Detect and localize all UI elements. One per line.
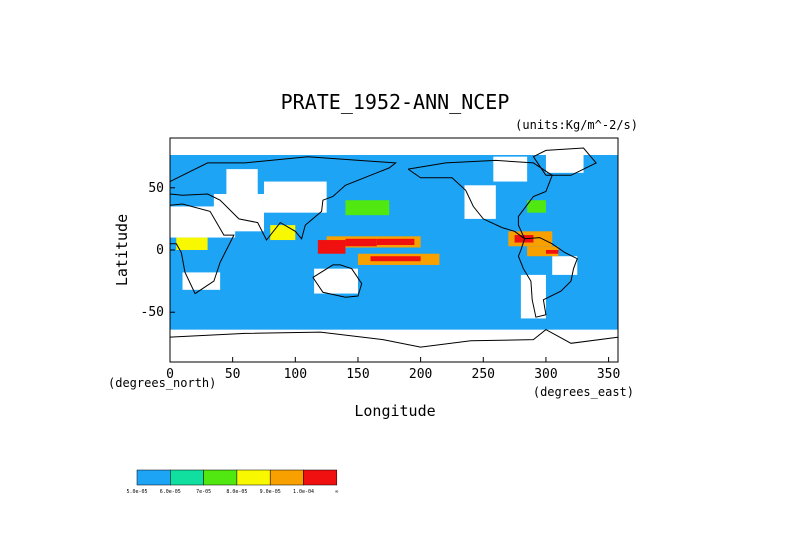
colorbar-swatch: [236, 469, 271, 486]
dry-cell: [263, 181, 327, 213]
x-tick-label: 350: [597, 367, 620, 382]
chart-title: PRATE_1952-ANN_NCEP: [281, 90, 510, 114]
map-area: [169, 137, 619, 363]
x-tick-label: 300: [534, 367, 557, 382]
coast-eurasia: [169, 156, 397, 241]
coast-africa: [169, 203, 235, 295]
rain-cell: [317, 240, 346, 254]
y-axis: -50 0 50: [141, 181, 175, 320]
rain-cell: [370, 256, 421, 262]
x-tick-label: 200: [409, 367, 432, 382]
y-tick-label: 50: [148, 181, 164, 196]
y-tick-label: 0: [156, 243, 164, 258]
colorbar-label: 6.0e-05: [160, 489, 181, 495]
x-unit-label: (degrees_east): [533, 385, 634, 399]
dry-cell: [545, 150, 584, 173]
coast-antarctica: [169, 329, 619, 348]
colorbar-swatch: [269, 469, 304, 486]
colorbar-swatch: [170, 469, 204, 486]
coastlines: [169, 147, 619, 348]
coast-south-america: [517, 237, 578, 318]
y-tick-label: -50: [141, 305, 164, 320]
x-tick-label: 50: [225, 367, 241, 382]
x-axis-label: Longitude: [354, 402, 435, 420]
colorbar-swatch: [303, 469, 338, 486]
dry-areas: [170, 150, 619, 362]
units-label: (units:Kg/m^-2/s): [515, 118, 638, 132]
coast-greenland: [532, 147, 597, 176]
rain-cell: [345, 200, 390, 216]
rain-cell: [270, 225, 296, 241]
y-unit-label: (degrees_north): [108, 376, 216, 390]
x-axis: 0 50 100 150 200 250 300 350: [166, 357, 620, 382]
colorbar: 5.0e-05 6.0e-05 7e-05 8.0e-05 9.0e-05 1.0e-04…: [126, 469, 338, 495]
colorbar-label: 8.0e-05: [226, 489, 247, 495]
rain-cell: [345, 238, 377, 247]
coast-australia: [312, 264, 363, 298]
colorbar-swatch: [136, 469, 171, 486]
rain-cell: [545, 250, 559, 254]
dry-cell: [520, 274, 546, 319]
colorbar-label: 1.0e-04: [293, 489, 314, 495]
dry-cell: [464, 185, 496, 219]
colorbar-label: ∞: [335, 489, 338, 495]
x-tick-label: 150: [346, 367, 369, 382]
colorbar-label: 5.0e-05: [126, 489, 147, 495]
dry-cell: [213, 194, 264, 232]
rain-cell: [376, 238, 415, 246]
x-tick-label: 0: [166, 367, 174, 382]
dry-cell: [226, 169, 258, 194]
dry-cell: [552, 256, 578, 275]
rain-cell: [527, 246, 559, 257]
dry-cell: [182, 272, 221, 290]
rain-cell: [527, 200, 546, 213]
x-tick-label: 250: [472, 367, 495, 382]
rain-cell: [176, 237, 208, 250]
colorbar-label: 9.0e-05: [260, 489, 281, 495]
y-axis-label: Latitude: [113, 214, 131, 286]
coast-north-america: [407, 159, 553, 240]
x-tick-label: 100: [284, 367, 307, 382]
colorbar-label: 7e-05: [196, 489, 211, 495]
colorbar-swatch: [203, 469, 238, 486]
precipitation-regions: [176, 200, 559, 265]
dry-cell: [170, 329, 619, 362]
